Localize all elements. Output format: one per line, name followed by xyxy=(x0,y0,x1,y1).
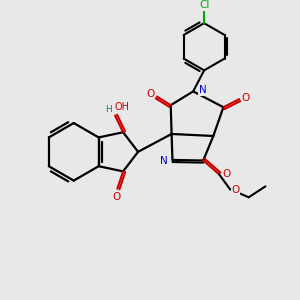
Text: O: O xyxy=(222,169,230,179)
Text: N: N xyxy=(199,85,207,95)
Text: H: H xyxy=(105,105,112,114)
Text: Cl: Cl xyxy=(199,0,209,10)
Text: O: O xyxy=(113,192,121,202)
Text: O: O xyxy=(232,185,240,195)
Text: N: N xyxy=(160,156,167,166)
Text: O: O xyxy=(146,89,155,99)
Text: OH: OH xyxy=(114,102,129,112)
Text: O: O xyxy=(242,93,250,103)
